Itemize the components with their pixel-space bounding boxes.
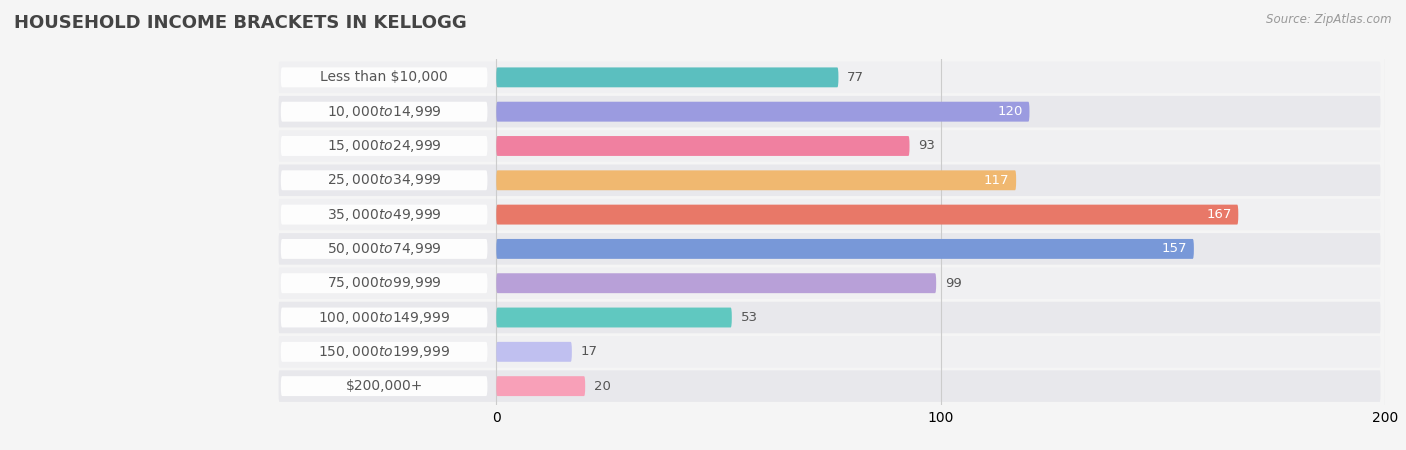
FancyBboxPatch shape	[278, 302, 1381, 333]
Text: $25,000 to $34,999: $25,000 to $34,999	[326, 172, 441, 188]
Text: $10,000 to $14,999: $10,000 to $14,999	[326, 104, 441, 120]
FancyBboxPatch shape	[496, 376, 585, 396]
FancyBboxPatch shape	[496, 102, 1029, 122]
Text: 17: 17	[581, 345, 598, 358]
FancyBboxPatch shape	[278, 336, 1381, 368]
FancyBboxPatch shape	[281, 205, 488, 225]
FancyBboxPatch shape	[496, 342, 572, 362]
FancyBboxPatch shape	[278, 130, 1381, 162]
Text: 93: 93	[918, 140, 935, 153]
FancyBboxPatch shape	[281, 376, 488, 396]
Text: Source: ZipAtlas.com: Source: ZipAtlas.com	[1267, 14, 1392, 27]
Text: 99: 99	[945, 277, 962, 290]
FancyBboxPatch shape	[278, 267, 1381, 299]
FancyBboxPatch shape	[496, 205, 1239, 225]
Text: 53: 53	[741, 311, 758, 324]
FancyBboxPatch shape	[281, 239, 488, 259]
FancyBboxPatch shape	[281, 171, 488, 190]
Text: $15,000 to $24,999: $15,000 to $24,999	[326, 138, 441, 154]
Text: $50,000 to $74,999: $50,000 to $74,999	[326, 241, 441, 257]
Text: $200,000+: $200,000+	[346, 379, 423, 393]
Text: $150,000 to $199,999: $150,000 to $199,999	[318, 344, 450, 360]
FancyBboxPatch shape	[281, 102, 488, 122]
Text: $75,000 to $99,999: $75,000 to $99,999	[326, 275, 441, 291]
FancyBboxPatch shape	[281, 68, 488, 87]
Text: 167: 167	[1206, 208, 1232, 221]
FancyBboxPatch shape	[278, 165, 1381, 196]
Text: $35,000 to $49,999: $35,000 to $49,999	[326, 207, 441, 223]
Text: 20: 20	[595, 380, 612, 393]
FancyBboxPatch shape	[278, 233, 1381, 265]
FancyBboxPatch shape	[496, 68, 838, 87]
Text: 157: 157	[1161, 243, 1187, 256]
FancyBboxPatch shape	[496, 171, 1017, 190]
FancyBboxPatch shape	[281, 307, 488, 328]
FancyBboxPatch shape	[278, 62, 1381, 93]
FancyBboxPatch shape	[281, 342, 488, 362]
FancyBboxPatch shape	[278, 370, 1381, 402]
Text: 120: 120	[997, 105, 1022, 118]
FancyBboxPatch shape	[281, 136, 488, 156]
FancyBboxPatch shape	[496, 273, 936, 293]
FancyBboxPatch shape	[496, 136, 910, 156]
Text: 77: 77	[848, 71, 865, 84]
FancyBboxPatch shape	[281, 273, 488, 293]
FancyBboxPatch shape	[496, 239, 1194, 259]
FancyBboxPatch shape	[278, 199, 1381, 230]
Text: HOUSEHOLD INCOME BRACKETS IN KELLOGG: HOUSEHOLD INCOME BRACKETS IN KELLOGG	[14, 14, 467, 32]
Text: $100,000 to $149,999: $100,000 to $149,999	[318, 310, 450, 325]
Text: 117: 117	[984, 174, 1010, 187]
FancyBboxPatch shape	[496, 307, 731, 328]
Text: Less than $10,000: Less than $10,000	[321, 70, 449, 84]
FancyBboxPatch shape	[278, 96, 1381, 127]
